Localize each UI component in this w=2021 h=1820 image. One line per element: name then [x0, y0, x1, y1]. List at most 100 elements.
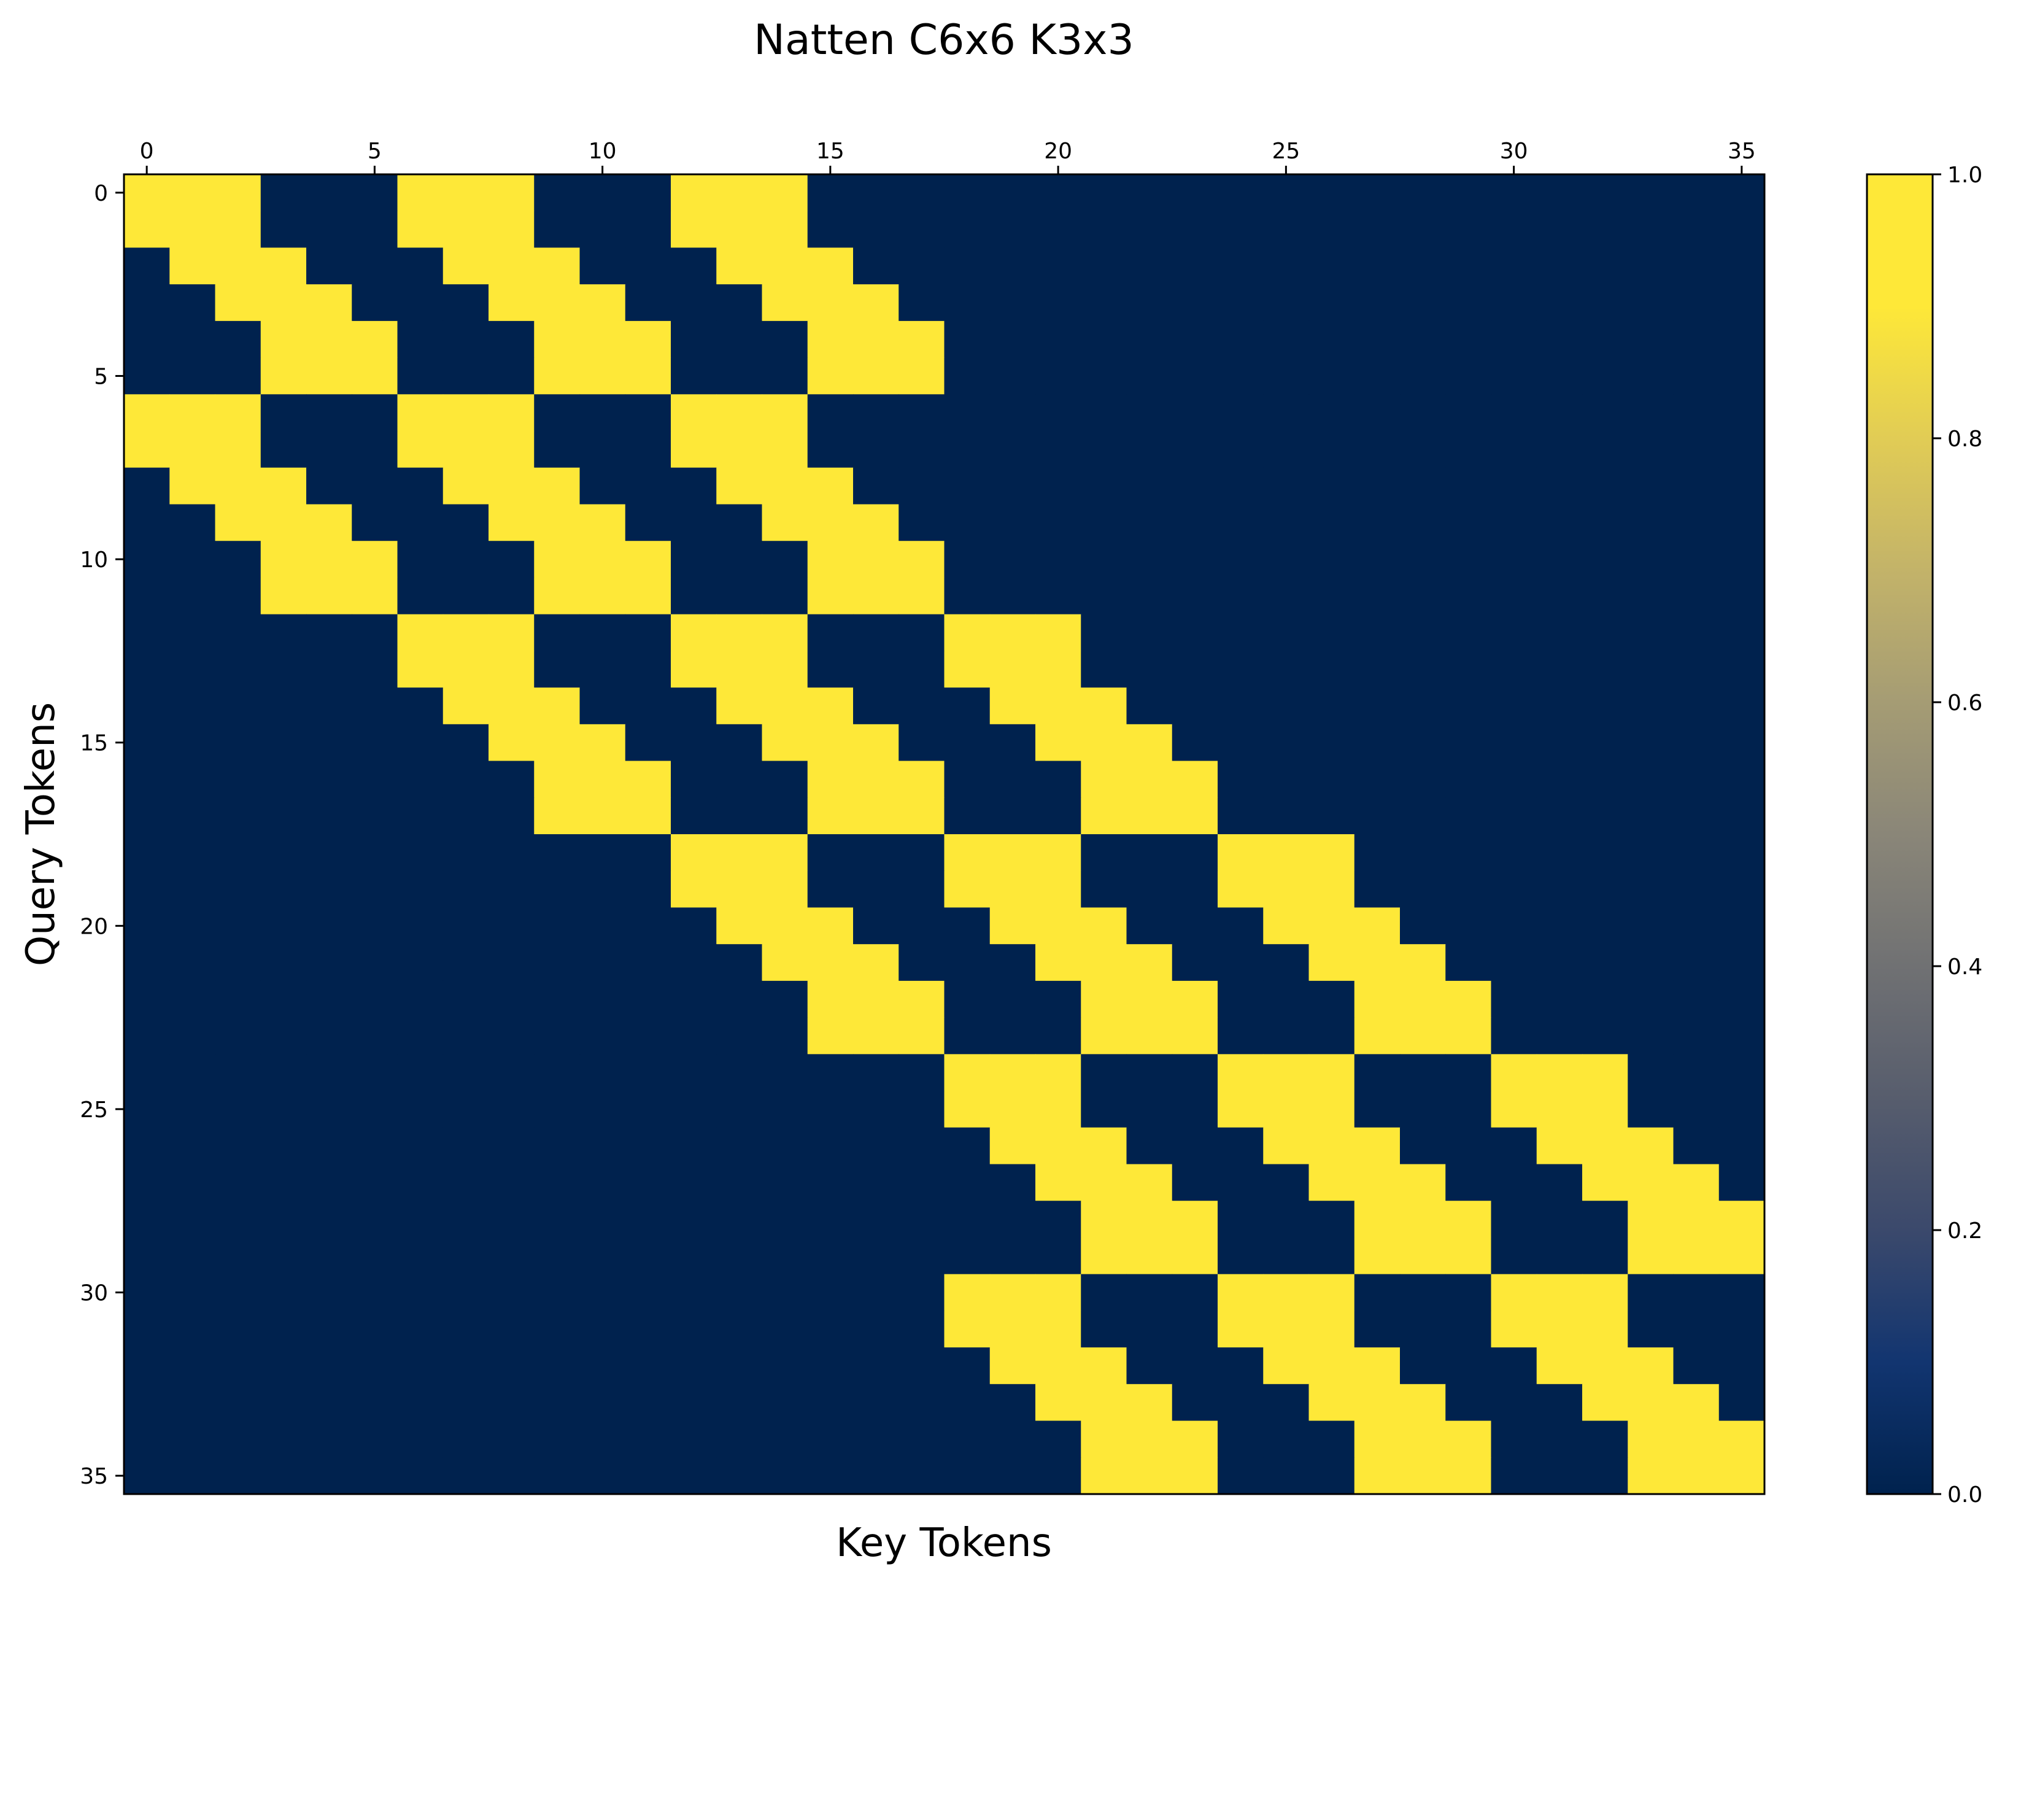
heatmap-cell	[944, 1457, 991, 1495]
heatmap-cell	[1536, 211, 1583, 249]
heatmap-cell	[762, 687, 808, 725]
heatmap-cell	[215, 1457, 261, 1495]
heatmap-cell	[1263, 431, 1310, 468]
heatmap-cell	[807, 834, 854, 872]
heatmap-cell	[1673, 320, 1720, 358]
heatmap-cell	[762, 1420, 808, 1458]
heatmap-cell	[1536, 1311, 1583, 1348]
heatmap-cell	[1354, 724, 1401, 762]
heatmap-cell	[1354, 1127, 1401, 1165]
heatmap-cell	[1081, 651, 1127, 688]
heatmap-cell	[1035, 1347, 1081, 1385]
heatmap-cell	[1718, 357, 1765, 395]
heatmap-cell	[807, 1237, 854, 1275]
heatmap-cell	[215, 980, 261, 1018]
heatmap-cell	[1308, 394, 1355, 432]
heatmap-cell	[169, 357, 216, 395]
heatmap-cell	[989, 541, 1036, 578]
heatmap-cell	[853, 1017, 899, 1055]
heatmap-cell	[306, 320, 352, 358]
heatmap-cell	[215, 284, 261, 322]
heatmap-cell	[625, 320, 671, 358]
heatmap-cell	[442, 247, 489, 285]
heatmap-cell	[442, 394, 489, 432]
heatmap-cell	[1718, 174, 1765, 212]
heatmap-cell	[807, 320, 854, 358]
heatmap-cell	[489, 174, 535, 212]
heatmap-cell	[352, 174, 398, 212]
heatmap-cell	[1081, 614, 1127, 651]
heatmap-cell	[853, 1237, 899, 1275]
heatmap-cell	[1081, 577, 1127, 615]
heatmap-cell	[579, 1384, 626, 1422]
heatmap-cell	[1172, 247, 1218, 285]
heatmap-cell	[397, 247, 444, 285]
heatmap-cell	[1035, 504, 1081, 541]
heatmap-cell	[1582, 247, 1628, 285]
heatmap-cell	[1081, 394, 1127, 432]
heatmap-cell	[807, 1420, 854, 1458]
heatmap-cell	[1628, 1237, 1674, 1275]
heatmap-cell	[1172, 320, 1218, 358]
y-tick-label: 0	[94, 181, 108, 206]
heatmap-cell	[1536, 761, 1583, 798]
chart-title: Natten C6x6 K3x3	[754, 16, 1134, 64]
heatmap-cell	[1218, 944, 1264, 982]
heatmap-cell	[1628, 284, 1674, 322]
heatmap-cell	[989, 1127, 1036, 1165]
heatmap-cell	[442, 1091, 489, 1128]
heatmap-cell	[1582, 1054, 1628, 1091]
heatmap-cell	[898, 1274, 945, 1311]
heatmap-cell	[944, 431, 991, 468]
heatmap-cell	[1081, 1091, 1127, 1128]
heatmap-cell	[534, 1420, 581, 1458]
heatmap-cell	[352, 247, 398, 285]
heatmap-cell	[989, 1420, 1036, 1458]
heatmap-cell	[1536, 467, 1583, 505]
heatmap-cell	[1308, 1384, 1355, 1422]
heatmap-cell	[579, 1347, 626, 1385]
heatmap-cell	[489, 834, 535, 872]
heatmap-cell	[671, 761, 717, 798]
heatmap-cell	[1718, 1201, 1765, 1238]
heatmap-cell	[989, 1201, 1036, 1238]
heatmap-cell	[1126, 614, 1173, 651]
x-axis-ticks: 0 5 10 15 20 25 30 35	[140, 139, 1756, 174]
heatmap-cell	[215, 870, 261, 908]
y-tick-label: 10	[80, 548, 108, 573]
heatmap-cell	[1263, 1311, 1310, 1348]
heatmap-cell	[853, 797, 899, 835]
heatmap-cell	[579, 174, 626, 212]
heatmap-cell	[944, 504, 991, 541]
heatmap-cell	[989, 614, 1036, 651]
heatmap-cell	[853, 357, 899, 395]
heatmap-cell	[671, 1420, 717, 1458]
heatmap-cell	[1354, 1384, 1401, 1422]
heatmap-cells	[124, 174, 1765, 1495]
heatmap-cell	[352, 761, 398, 798]
heatmap-cell	[989, 1054, 1036, 1091]
heatmap-cell	[215, 1127, 261, 1165]
heatmap-cell	[1354, 431, 1401, 468]
heatmap-cell	[352, 614, 398, 651]
heatmap-cell	[944, 1017, 991, 1055]
heatmap-cell	[1218, 431, 1264, 468]
heatmap-cell	[1354, 761, 1401, 798]
heatmap-cell	[1536, 724, 1583, 762]
heatmap-cell	[1172, 357, 1218, 395]
heatmap-cell	[1445, 687, 1492, 725]
heatmap-cell	[944, 724, 991, 762]
heatmap-cell	[169, 1127, 216, 1165]
heatmap-cell	[1536, 1091, 1583, 1128]
heatmap-cell	[1582, 284, 1628, 322]
heatmap-cell	[215, 797, 261, 835]
heatmap-cell	[169, 1164, 216, 1201]
heatmap-cell	[898, 467, 945, 505]
heatmap-cell	[215, 724, 261, 762]
heatmap-cell	[1582, 724, 1628, 762]
heatmap-cell	[442, 687, 489, 725]
heatmap-cell	[489, 247, 535, 285]
heatmap-cell	[1081, 761, 1127, 798]
heatmap-cell	[671, 431, 717, 468]
heatmap-cell	[397, 467, 444, 505]
